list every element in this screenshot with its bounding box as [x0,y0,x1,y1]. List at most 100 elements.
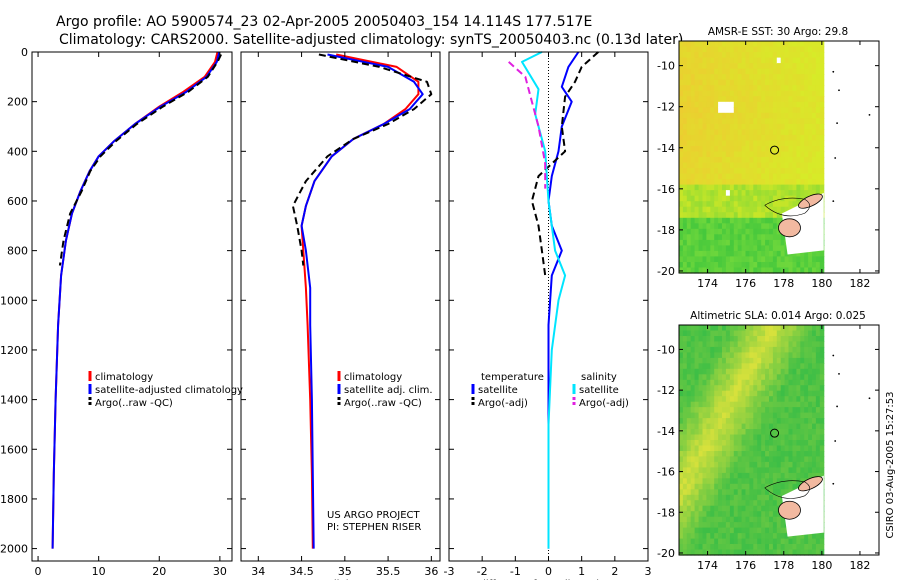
map-cell [733,228,739,235]
map-cell [749,352,754,359]
map-cell [722,429,727,436]
map-cell [698,79,704,86]
map-cell [682,41,688,48]
map-cell [729,412,735,419]
map-cell [725,239,731,246]
map-cell [718,423,723,430]
map-cell [722,63,727,70]
map-cell [733,346,739,353]
map-cell [812,262,817,269]
map-cell [686,346,692,353]
map-cell [769,483,774,490]
map-cell [792,123,797,130]
map-cell [679,390,684,397]
map-cell [812,538,817,545]
map-cell [753,418,758,425]
map-cell [682,374,688,381]
map-cell [800,63,805,70]
map-cell [812,352,817,359]
map-cell [722,134,727,141]
map-cell [753,190,758,197]
map-cell [725,522,731,529]
map-cell [710,245,715,252]
map-cell [725,206,731,213]
map-cell [682,500,688,507]
map-cell [792,429,797,436]
map-cell [745,374,750,381]
map-cell [741,129,747,136]
map-cell [749,363,754,370]
map-cell [682,522,688,529]
map-cell [690,401,696,408]
map-cell [784,478,790,485]
map-cell [702,123,707,130]
map-cell [761,533,766,540]
map-cell [784,256,790,263]
map-cell [796,445,801,452]
map-cell [745,90,750,97]
map-cell [682,341,688,348]
map-cell [812,41,817,48]
map-cell [800,396,805,403]
map-cell [725,461,731,468]
map-cell [718,401,723,408]
map-cell [769,336,774,343]
map-cell [804,445,809,452]
map-cell [765,96,770,103]
map-cell [682,190,688,197]
map-cell [725,151,731,158]
map-cell [769,423,774,430]
map-cell [722,467,727,474]
map-cell [733,418,739,425]
map-cell [706,341,711,348]
map-cell [753,346,758,353]
map-cell [819,434,825,441]
map-cell [815,336,821,343]
map-cell [686,206,692,213]
map-cell [710,101,715,108]
map-cell [776,217,782,224]
map-cell [733,256,739,263]
map-cell [800,407,805,414]
map-cell [804,467,809,474]
map-cell [761,206,766,213]
map-cell [808,341,813,348]
map-cell [757,379,762,386]
map-cell [753,434,758,441]
map-cell [690,385,696,392]
map-cell [772,396,778,403]
map-cell [769,341,774,348]
map-cell [761,522,766,529]
map-cell [702,533,707,540]
map-cell [788,478,793,485]
map-cell [725,134,731,141]
map-cell [753,516,758,523]
map-cell [812,461,817,468]
map-cell [722,330,727,337]
map-cell [815,162,821,169]
map-cell [792,336,797,343]
map-cell [796,90,801,97]
map-cell [749,325,754,332]
map-cell [800,146,805,153]
map-cell [737,267,743,274]
map-cell [741,401,747,408]
map-cell [792,267,797,274]
map-cell [812,162,817,169]
map-cell [800,456,805,463]
map-cell [804,90,809,97]
map-cell [808,123,813,130]
map-cell [714,179,719,186]
map-cell [698,223,704,230]
map-cell [737,429,743,436]
map-cell [800,434,805,441]
map-cell [722,228,727,235]
map-cell [776,407,782,414]
map-cell [694,234,700,241]
map-cell [706,184,711,191]
map-cell [808,538,813,545]
map-cell [819,467,825,474]
map-cell [679,112,684,119]
map-cell [753,407,758,414]
